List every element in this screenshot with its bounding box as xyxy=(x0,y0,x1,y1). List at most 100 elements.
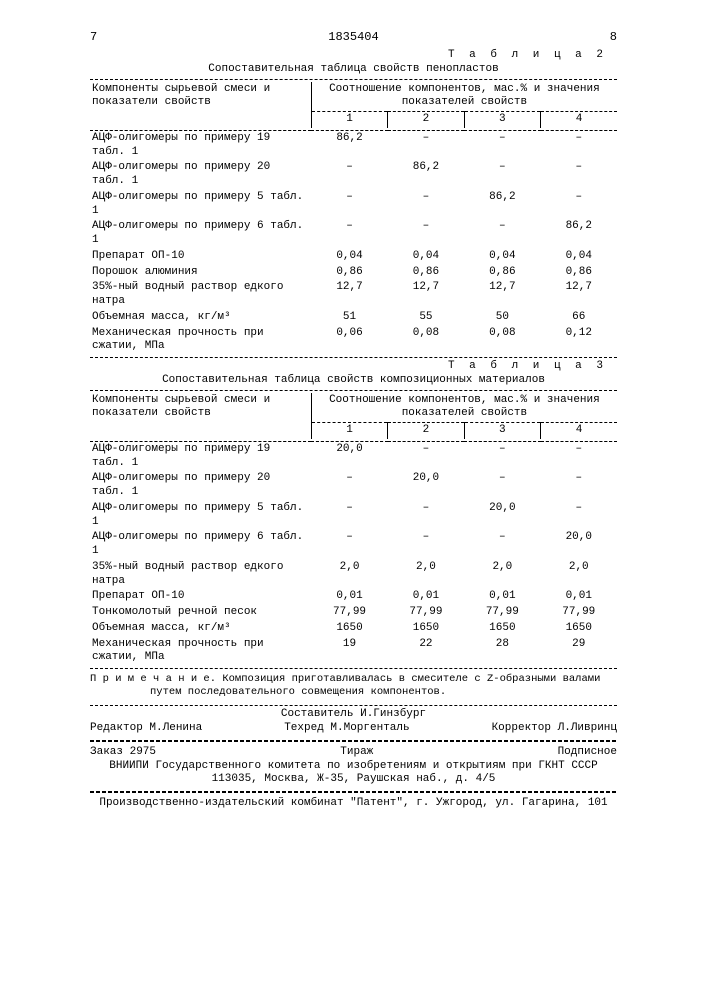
org-addr: 113035, Москва, Ж-35, Раушская наб., д. … xyxy=(90,773,617,787)
table2-label: Т а б л и ц а 2 xyxy=(90,49,617,63)
cell-value: – xyxy=(464,530,540,560)
cell-value: 28 xyxy=(464,637,540,667)
org: ВНИИПИ Государственного комитета по изоб… xyxy=(90,760,617,774)
cell-value: 29 xyxy=(541,637,617,667)
cell-value: 1650 xyxy=(388,621,464,637)
sub: Подписное xyxy=(558,746,617,760)
cell-value: 12,7 xyxy=(388,280,464,310)
table2: Компоненты сырьевой смеси и показатели с… xyxy=(90,82,617,356)
table-row: 35%-ный водный раствор едкого натра 2,02,… xyxy=(90,560,617,590)
col-num: 3 xyxy=(464,423,540,439)
cell-value: 77,99 xyxy=(311,605,387,621)
row-label: Механическая прочность при сжатии, МПа xyxy=(90,637,311,667)
cell-value: 0,12 xyxy=(541,326,617,356)
table3-note: П р и м е ч а н и е. Композиция приготав… xyxy=(90,673,617,699)
cell-value: 12,7 xyxy=(541,280,617,310)
row-label: АЦФ-олигомеры по примеру 20 табл. 1 xyxy=(90,471,311,501)
cell-value: – xyxy=(311,219,387,249)
table3-title: Сопоставительная таблица свойств компози… xyxy=(90,374,617,388)
cell-value: 86,2 xyxy=(388,160,464,190)
divider xyxy=(90,668,617,669)
row-label: 35%-ный водный раствор едкого натра xyxy=(90,280,311,310)
cell-value: 0,86 xyxy=(388,265,464,281)
cell-value: 1650 xyxy=(311,621,387,637)
col-num: 1 xyxy=(311,112,387,128)
divider xyxy=(90,390,617,391)
page-left: 7 xyxy=(90,30,97,45)
compiler: Составитель И.Гинзбург xyxy=(90,708,617,722)
row-label: Объемная масса, кг/м³ xyxy=(90,310,311,326)
divider xyxy=(90,79,617,80)
cell-value: – xyxy=(464,130,540,160)
cell-value: 1650 xyxy=(541,621,617,637)
cell-value: 0,86 xyxy=(464,265,540,281)
page-right: 8 xyxy=(610,30,617,45)
cell-value: 20,0 xyxy=(311,441,387,471)
col-num: 3 xyxy=(464,112,540,128)
order-line: Заказ 2975 Тираж Подписное ВНИИПИ Госуда… xyxy=(90,746,617,787)
table-row: АЦФ-олигомеры по примеру 6 табл. 1–––86,… xyxy=(90,219,617,249)
table-row: Препарат ОП-100,010,010,010,01 xyxy=(90,589,617,605)
table3-col-header: Компоненты сырьевой смеси и показатели с… xyxy=(90,393,311,439)
doc-number: 1835404 xyxy=(97,30,610,45)
col-num: 2 xyxy=(388,112,464,128)
col-num: 1 xyxy=(311,423,387,439)
row-label: АЦФ-олигомеры по примеру 5 табл. 1 xyxy=(90,190,311,220)
row-label: АЦФ-олигомеры по примеру 19 табл. 1 xyxy=(90,441,311,471)
cell-value: – xyxy=(541,501,617,531)
col-num: 4 xyxy=(541,112,617,128)
row-label: Тонкомолотый речной песок xyxy=(90,605,311,621)
table2-col-header: Компоненты сырьевой смеси и показатели с… xyxy=(90,82,311,128)
cell-value: – xyxy=(464,219,540,249)
row-label: АЦФ-олигомеры по примеру 19 табл. 1 xyxy=(90,130,311,160)
table-row: Препарат ОП-100,040,040,040,04 xyxy=(90,249,617,265)
row-label: АЦФ-олигомеры по примеру 6 табл. 1 xyxy=(90,530,311,560)
table-row: 35%-ный водный раствор едкого натра12,71… xyxy=(90,280,617,310)
cell-value: 0,08 xyxy=(388,326,464,356)
page-header: 7 1835404 8 xyxy=(90,30,617,45)
row-label: АЦФ-олигомеры по примеру 6 табл. 1 xyxy=(90,219,311,249)
cell-value: – xyxy=(541,441,617,471)
cell-value: – xyxy=(541,471,617,501)
cell-value: 2,0 xyxy=(388,560,464,590)
cell-value: – xyxy=(388,530,464,560)
row-label: АЦФ-олигомеры по примеру 20 табл. 1 xyxy=(90,160,311,190)
cell-value: – xyxy=(311,501,387,531)
col-num: 4 xyxy=(541,423,617,439)
table-row: АЦФ-олигомеры по примеру 19 табл. 186,2 –… xyxy=(90,130,617,160)
cell-value: 86,2 xyxy=(311,130,387,160)
cell-value: – xyxy=(464,441,540,471)
cell-value: 20,0 xyxy=(541,530,617,560)
cell-value: – xyxy=(311,160,387,190)
table3-group-header: Соотношение компонентов, мас.% и значени… xyxy=(311,393,617,423)
cell-value: 0,01 xyxy=(541,589,617,605)
cell-value: 2,0 xyxy=(464,560,540,590)
corrector: Корректор Л.Ливринц xyxy=(492,722,617,736)
row-label: АЦФ-олигомеры по примеру 5 табл. 1 xyxy=(90,501,311,531)
print-run: Тираж xyxy=(340,746,373,760)
editor: Редактор М.Ленина xyxy=(90,722,202,736)
cell-value: – xyxy=(464,160,540,190)
cell-value: 50 xyxy=(464,310,540,326)
table-row: Объемная масса, кг/м³1650165016501650 xyxy=(90,621,617,637)
cell-value: 20,0 xyxy=(388,471,464,501)
table-row: АЦФ-олигомеры по примеру 6 табл. 1–––20,… xyxy=(90,530,617,560)
table-row: АЦФ-олигомеры по примеру 20 табл. 1–86,2… xyxy=(90,160,617,190)
cell-value: 0,04 xyxy=(541,249,617,265)
table-row: Тонкомолотый речной песок77,9977,9977,99… xyxy=(90,605,617,621)
cell-value: 0,06 xyxy=(311,326,387,356)
cell-value: 12,7 xyxy=(311,280,387,310)
cell-value: 19 xyxy=(311,637,387,667)
row-label: Препарат ОП-10 xyxy=(90,249,311,265)
cell-value: 0,04 xyxy=(311,249,387,265)
producer: Производственно-издательский комбинат "П… xyxy=(90,797,617,811)
order: Заказ 2975 xyxy=(90,746,156,760)
table3: Компоненты сырьевой смеси и показатели с… xyxy=(90,393,617,667)
table-row: Механическая прочность при сжатии, МПа0,… xyxy=(90,326,617,356)
cell-value: – xyxy=(388,501,464,531)
row-label: 35%-ный водный раствор едкого натра xyxy=(90,560,311,590)
row-label: Объемная масса, кг/м³ xyxy=(90,621,311,637)
cell-value: – xyxy=(388,190,464,220)
row-label: Механическая прочность при сжатии, МПа xyxy=(90,326,311,356)
cell-value: 0,04 xyxy=(464,249,540,265)
